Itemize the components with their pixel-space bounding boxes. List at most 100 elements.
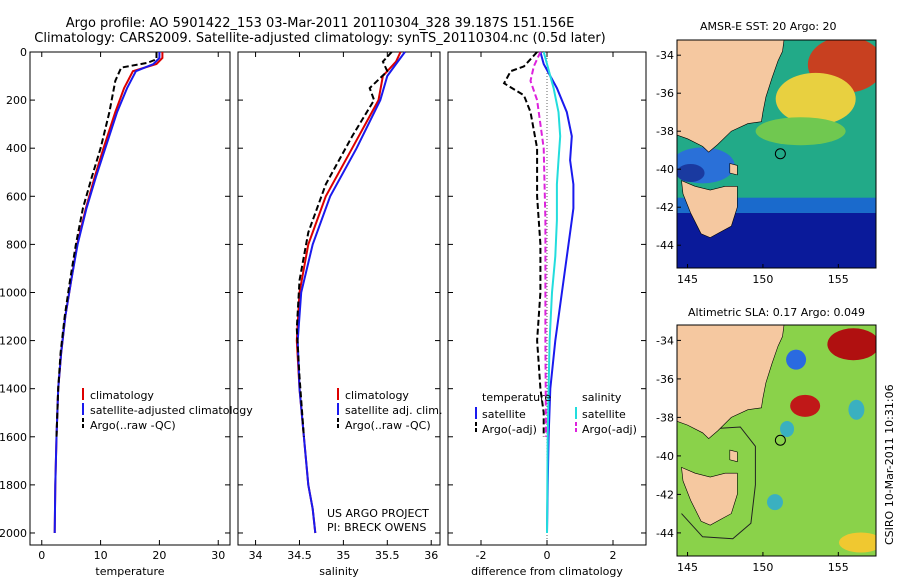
map0-panel (676, 39, 877, 269)
sla-shelf-contour (681, 426, 756, 540)
diff-legend-label: satellite (582, 408, 626, 421)
diff-legend-header: temperature (482, 391, 551, 404)
map1-lat-label: -36 (656, 373, 674, 386)
panel-0-series-2 (55, 52, 158, 437)
figure-title-line1: Argo profile: AO 5901422_153 03-Mar-2011… (65, 16, 575, 31)
panel-2-xlabel: difference from climatology (471, 565, 623, 578)
depth-tick-label: 800 (6, 238, 27, 251)
map0-lat-label: -40 (656, 163, 674, 176)
sst-mid-band (755, 117, 846, 146)
sst-warm-band (775, 72, 856, 125)
panel-1-legend-label: climatology (345, 389, 409, 402)
map0-lon-label: 150 (752, 273, 773, 286)
panel-2-xtick-label: 0 (544, 549, 551, 562)
panel-1-xtick-label: 35.5 (375, 549, 400, 562)
map1-lon-label: 155 (828, 561, 849, 574)
mainland-australia (677, 40, 785, 153)
map1-lat-label: -44 (656, 527, 674, 540)
map0-field (677, 40, 876, 268)
map0-lat-label: -34 (656, 49, 674, 62)
depth-tick-label: 1000 (0, 286, 27, 299)
map1-lon-label: 145 (677, 561, 698, 574)
diff-legend-label: satellite (482, 408, 526, 421)
flinders-island (729, 163, 738, 176)
tasmania (681, 180, 738, 238)
panel-1-legend-label: satellite adj. clim. (345, 404, 442, 417)
panel-1-xtick-label: 34 (249, 549, 263, 562)
panel-0-legend-label: climatology (90, 389, 154, 402)
footer-project: US ARGO PROJECT (327, 507, 429, 520)
map1-float-marker (774, 434, 786, 446)
panel-2-series-3 (529, 51, 547, 437)
diff-legend-header: salinity (582, 391, 622, 404)
depth-tick-label: 200 (6, 94, 27, 107)
map1-lat-label: -34 (656, 334, 674, 347)
sla-south-band (838, 532, 876, 553)
map1-frame (676, 324, 877, 557)
panel-0-legend-label: satellite-adjusted climatology (90, 404, 253, 417)
depth-tick-label: 2000 (0, 527, 27, 540)
figure-title-line2: Climatology: CARS2009. Satellite-adjuste… (34, 31, 606, 46)
panel-1-series-1 (296, 51, 406, 534)
diff-legend-label: Argo(-adj) (582, 423, 637, 436)
panel-1-legend-label: Argo(..raw -QC) (345, 419, 431, 432)
depth-tick-label: 1600 (0, 431, 27, 444)
panel-0-legend-label: Argo(..raw -QC) (90, 419, 176, 432)
map1-field (677, 325, 876, 556)
map1-title: AMSR-E SST: 20 Argo: 20 (700, 20, 837, 33)
panel-1-xtick-label: 34.5 (287, 549, 312, 562)
panel-1-series-2 (295, 51, 393, 437)
footer-pi: PI: BRECK OWENS (327, 521, 427, 534)
panel-0-xtick-label: 0 (38, 549, 45, 562)
map1-lon-label: 150 (752, 561, 773, 574)
sst-strait-core (677, 164, 705, 182)
map1-lat-label: -38 (656, 411, 674, 424)
panel-0-frame (29, 51, 231, 546)
panel-0-xlabel: temperature (95, 565, 164, 578)
map0-lat-label: -42 (656, 201, 674, 214)
flinders-island (729, 449, 738, 463)
map1-lat-label: -42 (656, 488, 674, 501)
map1-lat-label: -40 (656, 450, 674, 463)
map0-float-marker (774, 148, 786, 160)
panel-2-series-0 (539, 51, 575, 534)
diff-legend-label: Argo(-adj) (482, 423, 537, 436)
panel-2-xtick-label: -2 (476, 549, 487, 562)
sla-low-eddy (786, 349, 807, 370)
panel-0-xtick-label: 30 (211, 549, 225, 562)
mainland-australia (677, 325, 785, 440)
depth-tick-label: 0 (20, 46, 27, 59)
sla-low-eddy-2 (848, 399, 865, 420)
panel-1-series-0 (295, 51, 402, 534)
panel-0-xtick-label: 10 (94, 549, 108, 562)
panel-0-xtick-label: 20 (152, 549, 166, 562)
map0-lat-label: -38 (656, 125, 674, 138)
panel-1-xtick-label: 35 (336, 549, 350, 562)
panel-1-frame (237, 51, 441, 546)
panel-1-xtick-label: 36 (424, 549, 438, 562)
tasmania (681, 466, 738, 526)
map0-lat-label: -36 (656, 87, 674, 100)
sla-low-eddy-3 (780, 420, 795, 437)
panel-2-series-2 (502, 51, 545, 437)
map0-lon-label: 145 (677, 273, 698, 286)
map1-panel (676, 324, 877, 557)
depth-tick-label: 400 (6, 142, 27, 155)
sla-high-eddy (827, 328, 876, 361)
sla-high-eddy-2 (790, 394, 821, 417)
depth-tick-label: 1400 (0, 383, 27, 396)
map2-title: Altimetric SLA: 0.17 Argo: 0.049 (688, 306, 866, 319)
panel-2-xtick-label: 2 (610, 549, 617, 562)
map0-frame (676, 39, 877, 269)
depth-tick-label: 1200 (0, 335, 27, 348)
panel-2-series-1 (542, 51, 562, 534)
timestamp-label: CSIRO 10-Mar-2011 10:31:06 (883, 384, 896, 545)
map0-lon-label: 155 (828, 273, 849, 286)
panel-0-series-0 (53, 52, 164, 534)
depth-tick-label: 600 (6, 190, 27, 203)
panel-1-xlabel: salinity (319, 565, 359, 578)
map0-lat-label: -44 (656, 239, 674, 252)
depth-tick-label: 1800 (0, 479, 27, 492)
sla-low-eddy-4 (766, 494, 783, 511)
